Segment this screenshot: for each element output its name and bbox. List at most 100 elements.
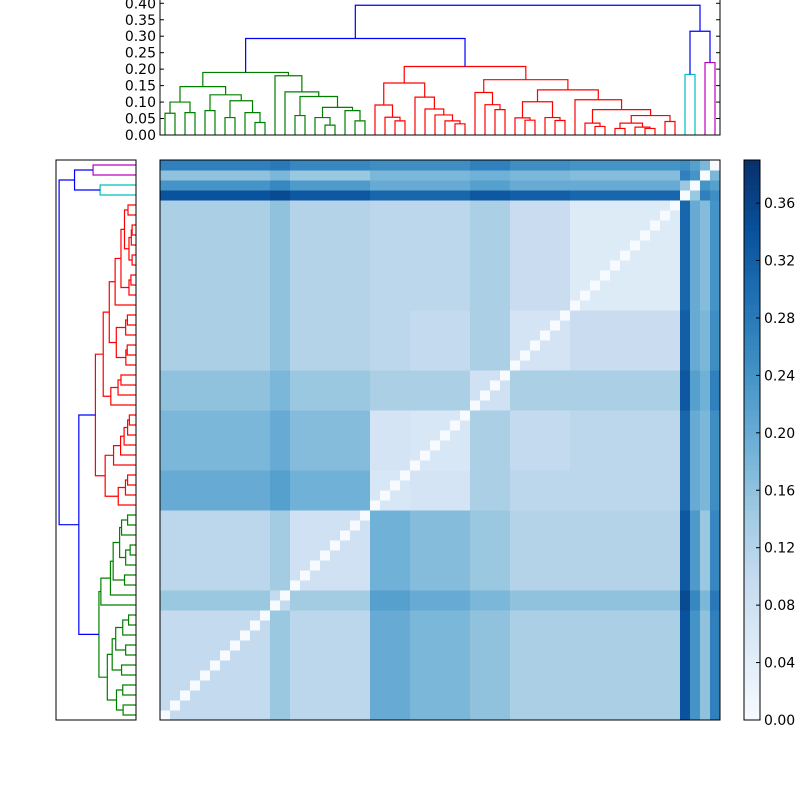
heatmap-cell (230, 520, 241, 531)
heatmap-cell (640, 220, 651, 231)
heatmap-cell (580, 250, 591, 261)
heatmap-cell (330, 170, 341, 181)
heatmap-cell (440, 590, 451, 601)
heatmap-cell (470, 620, 481, 631)
heatmap-cell (240, 180, 251, 191)
colorbar-segment (744, 290, 760, 296)
heatmap-cell (420, 670, 431, 681)
heatmap-cell (340, 530, 351, 541)
dendrogram-link (689, 30, 711, 75)
colorbar-segment (744, 435, 760, 441)
heatmap-cell (630, 490, 641, 501)
heatmap-cell (660, 160, 671, 171)
heatmap-cell (300, 670, 311, 681)
heatmap-cell (260, 560, 271, 571)
heatmap-cell (450, 440, 461, 451)
heatmap-cell (550, 510, 561, 521)
heatmap-cell (480, 170, 491, 181)
heatmap-cell (210, 210, 221, 221)
dendrogram-link (122, 684, 136, 696)
heatmap-cell (240, 650, 251, 661)
heatmap-cell (610, 480, 621, 491)
heatmap-cell (220, 340, 231, 351)
colorbar-segment (744, 560, 760, 566)
heatmap-cell (670, 420, 681, 431)
heatmap-cell (300, 620, 311, 631)
heatmap-cell (430, 410, 441, 421)
heatmap-cell (470, 630, 481, 641)
heatmap-cell (570, 170, 581, 181)
heatmap-cell (180, 410, 191, 421)
heatmap-cell (640, 370, 651, 381)
heatmap-cell (410, 710, 421, 721)
heatmap-cell (330, 650, 341, 661)
heatmap-cell (160, 530, 171, 541)
heatmap-cell (290, 170, 301, 181)
heatmap-cell (290, 370, 301, 381)
heatmap-cell (620, 200, 631, 211)
heatmap-cell (290, 650, 301, 661)
colorbar-segment (744, 265, 760, 271)
heatmap-cell (520, 250, 531, 261)
heatmap-cell (590, 670, 601, 681)
heatmap-cell (560, 490, 571, 501)
heatmap-cell (600, 230, 611, 241)
heatmap-cell (670, 210, 681, 221)
heatmap-cell (230, 220, 241, 231)
heatmap-cell (330, 360, 341, 371)
heatmap-cell (250, 360, 261, 371)
heatmap-cell (330, 350, 341, 361)
heatmap-cell (460, 210, 471, 221)
heatmap-cell (700, 710, 711, 721)
heatmap-cell (320, 160, 331, 171)
heatmap-cell (300, 600, 311, 611)
heatmap-cell (620, 670, 631, 681)
heatmap-cell (590, 320, 601, 331)
heatmap-cell (440, 600, 451, 611)
heatmap-cell (610, 230, 621, 241)
heatmap-cell (230, 210, 241, 221)
heatmap-cell (660, 380, 671, 391)
column-dendrogram-frame (159, 0, 721, 136)
heatmap-cell (400, 420, 411, 431)
heatmap-cell (170, 430, 181, 441)
heatmap-cell (330, 230, 341, 241)
heatmap-cell (340, 440, 351, 451)
heatmap-cell (640, 510, 651, 521)
heatmap-cell (480, 700, 491, 711)
heatmap-cell (640, 630, 651, 641)
heatmap-cell (630, 550, 641, 561)
heatmap-cell (570, 510, 581, 521)
heatmap-cell (440, 580, 451, 591)
heatmap-cell (640, 390, 651, 401)
heatmap-cell (370, 200, 381, 211)
heatmap-cell (240, 580, 251, 591)
colorbar-segment (744, 450, 760, 456)
heatmap-cell (160, 160, 171, 171)
dendrogram-link (344, 110, 361, 135)
heatmap-cell (160, 290, 171, 301)
heatmap-cell (600, 220, 611, 231)
heatmap-cell (180, 180, 191, 191)
colorbar-segment (744, 530, 760, 536)
heatmap-cell (590, 700, 601, 711)
heatmap-cell (620, 410, 631, 421)
heatmap-cell (470, 380, 481, 391)
heatmap-cell (700, 470, 711, 481)
heatmap-cell (510, 440, 521, 451)
heatmap-cell (500, 470, 511, 481)
heatmap-cell (420, 370, 431, 381)
heatmap-cell (270, 700, 281, 711)
heatmap-cell (410, 430, 421, 441)
heatmap-cell (210, 340, 221, 351)
heatmap-cell (160, 640, 171, 651)
heatmap-cell (520, 350, 531, 361)
heatmap-cell (230, 180, 241, 191)
heatmap-cell (600, 530, 611, 541)
heatmap-cell (570, 500, 581, 511)
heatmap-cell (240, 660, 251, 671)
heatmap-cell (180, 570, 191, 581)
heatmap-cell (510, 350, 521, 361)
heatmap-cell (560, 260, 571, 271)
heatmap-cell (530, 180, 541, 191)
